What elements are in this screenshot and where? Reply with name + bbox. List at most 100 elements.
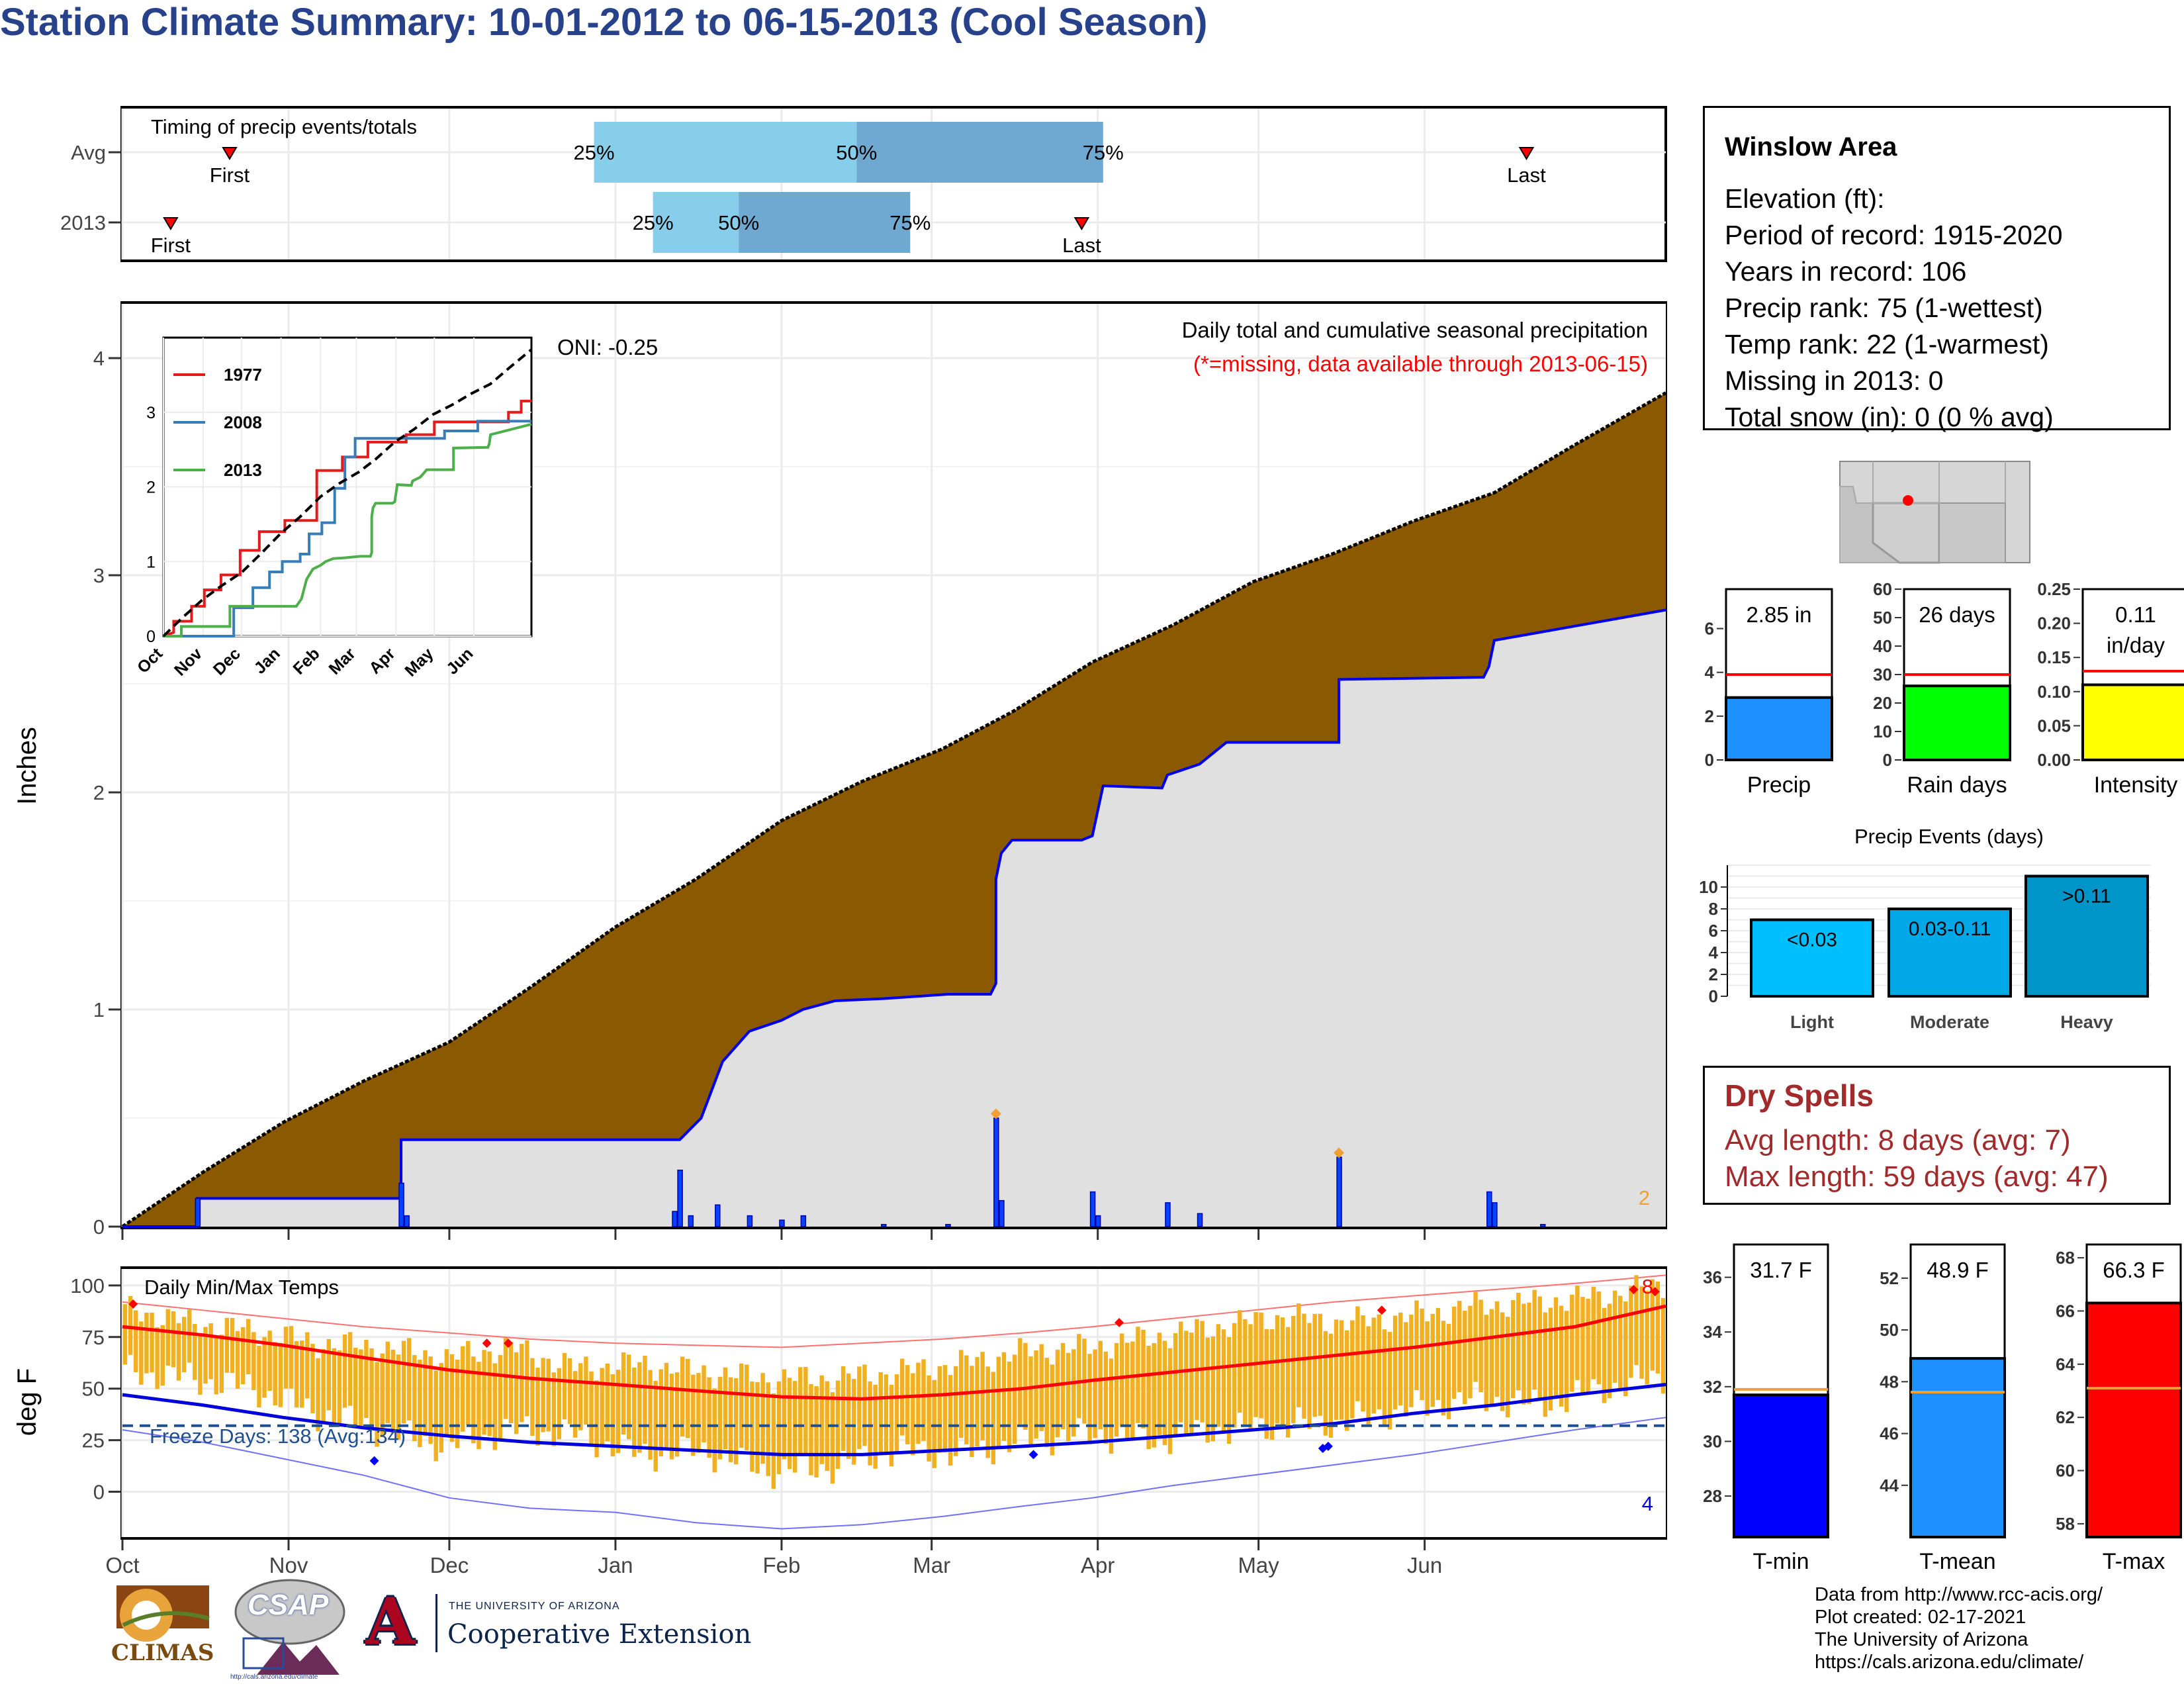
temp-range-bar xyxy=(1575,1286,1580,1380)
temp-range-bar xyxy=(970,1366,974,1458)
record-high-marker xyxy=(128,1299,138,1309)
record-high-marker xyxy=(1650,1287,1660,1297)
events-bar-label: <0.03 xyxy=(1787,929,1837,951)
temp-range-bar xyxy=(1098,1340,1103,1430)
temp-range-bar xyxy=(1548,1307,1553,1411)
temp-range-bar xyxy=(696,1373,701,1453)
events-tick-label: 4 xyxy=(1709,943,1719,962)
record-high-marker xyxy=(1629,1285,1639,1295)
temp-range-bar xyxy=(1473,1291,1478,1382)
summary-tick-label: 0.20 xyxy=(2037,614,2071,633)
temp-range-bar xyxy=(278,1342,283,1407)
temp-range-bar xyxy=(1275,1315,1280,1424)
temp-range-bar xyxy=(723,1367,728,1450)
temp-range-bar xyxy=(1350,1320,1355,1419)
temp-range-bar xyxy=(1312,1313,1317,1417)
temp-range-bar xyxy=(1586,1298,1590,1395)
daily-precip-bar xyxy=(1486,1191,1492,1227)
summary-value-label: 31.7 F xyxy=(1750,1258,1812,1282)
timing-percent-label: 75% xyxy=(1083,141,1124,164)
temp-range-bar xyxy=(193,1324,197,1380)
temp-range-bar xyxy=(1221,1329,1226,1434)
temp-range-bar xyxy=(1565,1311,1569,1413)
temp-range-bar xyxy=(911,1373,915,1456)
temp-range-bar xyxy=(825,1381,829,1471)
events-bar xyxy=(1888,908,2012,998)
month-label: May xyxy=(1238,1553,1279,1577)
summary-tick-label: 66 xyxy=(2056,1301,2075,1321)
temp-range-bar xyxy=(300,1340,304,1408)
temp-range-bar xyxy=(1152,1343,1156,1448)
events-category-label: Heavy xyxy=(2060,1012,2113,1032)
summary-bar xyxy=(1903,684,2011,761)
station-period: Period of record: 1915-2020 xyxy=(1725,220,2063,250)
temp-range-bar xyxy=(626,1354,631,1440)
temp-range-bar xyxy=(873,1384,878,1469)
precip-max-marker xyxy=(990,1108,1001,1119)
dry-spells-title: Dry Spells xyxy=(1725,1078,1874,1113)
temp-range-bar xyxy=(1328,1333,1334,1438)
temp-range-bar xyxy=(1023,1342,1028,1430)
avg-max-line xyxy=(122,1304,1666,1401)
precip-chart-title: Daily total and cumulative seasonal prec… xyxy=(1182,318,1648,342)
record-low-marker xyxy=(369,1456,379,1466)
temp-range-bar xyxy=(1087,1354,1092,1442)
temp-range-bar xyxy=(1361,1315,1365,1412)
temp-range-bar xyxy=(1463,1310,1467,1405)
temp-y-tick-label: 0 xyxy=(93,1480,105,1503)
temp-range-bar xyxy=(1650,1279,1655,1371)
temp-range-bar xyxy=(594,1380,599,1458)
temp-range-bar xyxy=(1119,1333,1124,1427)
timing-percent-label: 25% xyxy=(574,141,615,164)
temp-range-bar xyxy=(648,1370,653,1460)
temp-range-bar xyxy=(1012,1354,1017,1444)
temp-range-bar xyxy=(1339,1320,1344,1420)
temp-range-bar xyxy=(1366,1326,1371,1425)
station-years: Years in record: 106 xyxy=(1725,256,1967,287)
temp-range-bar xyxy=(1280,1317,1285,1427)
temp-range-bar xyxy=(219,1335,224,1393)
temp-range-bar xyxy=(702,1365,706,1442)
summary-value-label: 48.9 F xyxy=(1927,1258,1989,1282)
temp-range-bar xyxy=(1580,1297,1585,1393)
temp-range-bar xyxy=(455,1360,460,1448)
daily-precip-bar xyxy=(677,1169,683,1227)
temp-range-bar xyxy=(541,1358,545,1432)
temp-range-bar xyxy=(1446,1323,1451,1420)
record-high-marker xyxy=(1115,1318,1124,1327)
temp-range-bar xyxy=(632,1367,637,1457)
temp-range-bar xyxy=(1184,1331,1189,1434)
temp-range-bar xyxy=(1404,1322,1408,1417)
temp-range-bar xyxy=(1634,1275,1639,1366)
temp-range-bar xyxy=(686,1358,690,1438)
temp-range-bar xyxy=(139,1321,144,1385)
daily-precip-bar xyxy=(1089,1191,1096,1227)
summary-bar xyxy=(2081,683,2184,761)
temp-range-bar xyxy=(1060,1342,1066,1430)
temp-range-bar xyxy=(503,1338,508,1419)
temp-range-bar xyxy=(160,1325,165,1386)
temp-range-bar xyxy=(1494,1301,1500,1397)
obs-cumulative-area xyxy=(122,610,1666,1227)
temp-range-bar xyxy=(508,1342,514,1423)
summary-tick-label: 0.10 xyxy=(2037,682,2071,702)
temp-range-bar xyxy=(273,1342,277,1406)
temp-range-bar xyxy=(380,1353,385,1438)
temp-range-bar xyxy=(1371,1317,1376,1414)
temp-range-bar xyxy=(643,1356,647,1444)
events-bar-label: 0.03-0.11 xyxy=(1909,918,1991,940)
summary-tick-label: 68 xyxy=(2056,1248,2075,1268)
temp-range-bar xyxy=(267,1331,272,1391)
summary-category-label: T-mean xyxy=(1919,1549,1995,1574)
temp-range-bar xyxy=(1141,1329,1146,1429)
summary-value-label: in/day xyxy=(2107,633,2165,657)
temp-range-bar xyxy=(134,1310,138,1373)
temp-range-bar xyxy=(1629,1286,1633,1378)
temp-range-bar xyxy=(337,1350,342,1426)
temp-range-bar xyxy=(492,1363,497,1450)
temp-range-bar xyxy=(262,1336,267,1398)
temp-range-bar xyxy=(782,1369,787,1460)
